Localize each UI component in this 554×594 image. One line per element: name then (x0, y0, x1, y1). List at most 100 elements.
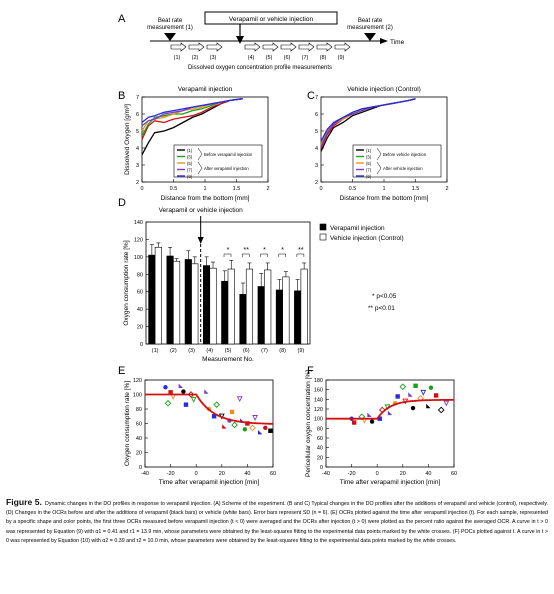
panel-e-data-point (263, 425, 268, 431)
panel-c-legend-entry: (7) (366, 167, 372, 172)
injection-box-label: Verapamil or vehicle injection (229, 16, 314, 23)
panel-d-bar (221, 280, 229, 345)
beat-rate-2-label: Beat rate (358, 18, 383, 24)
panel-e-data-point (268, 428, 273, 433)
timeline-arrowhead (380, 38, 388, 44)
panel-f-y-tick-label: 100 (314, 417, 323, 423)
panel-f-y-tick-label: 160 (314, 388, 323, 394)
panel-label-f: F (307, 365, 314, 377)
beat-rate-2-label-2: measurement (2) (347, 25, 393, 31)
panel-d-x-axis-label: Measurement No. (202, 356, 254, 363)
panel-e-y-tick-label: 0 (139, 465, 142, 471)
panel-b-legend-after-label: After verapamil injection (204, 166, 249, 171)
panel-d-x-tick-label: (2) (170, 348, 177, 354)
panel-e-data-point (190, 396, 197, 403)
panel-d-significance-bracket (260, 253, 268, 257)
panel-c-x-tick-label: 2 (445, 186, 448, 192)
panel-d-y-tick-label: 20 (137, 325, 143, 331)
panel-c-series-line (320, 98, 416, 144)
panel-f-data-point (443, 400, 450, 407)
panel-f-y-tick-label: 20 (317, 455, 323, 461)
panel-e-data-point (213, 401, 221, 408)
panel-f-y-tick-label: 180 (314, 378, 323, 384)
panel-b-legend-brace-before (197, 147, 203, 161)
panel-c-legend-entry: (3) (366, 154, 372, 159)
panel-b-series-line (141, 98, 243, 124)
panel-d-significance-bracket (241, 253, 250, 257)
panel-f-data-point (399, 383, 407, 391)
panel-d-bar (275, 289, 283, 345)
panel-b-legend-entry: (5) (187, 161, 193, 166)
panel-b-x-tick-label: 2 (266, 186, 269, 192)
panel-d-legend-white-swatch (319, 233, 327, 241)
panel-d-x-tick-label: (4) (206, 348, 213, 354)
step-label: (9) (338, 55, 345, 61)
panel-e-y-tick-label: 40 (136, 436, 142, 442)
panel-b-legend-entry: (3) (187, 154, 193, 159)
step-arrow (334, 42, 351, 52)
panel-d-bar (148, 254, 156, 345)
panel-f-data-point (437, 406, 445, 414)
panel-d-significance-key-1: * p<0.05 (372, 293, 397, 300)
panel-d-bar (202, 265, 211, 345)
panel-d-y-tick-label: 60 (137, 290, 143, 296)
panel-c-y-tick-label: 7 (315, 95, 318, 101)
panel-c-legend-after-label: After vehicle injection (383, 166, 423, 171)
panel-f-data-point (395, 394, 400, 399)
panel-d-bar (173, 260, 181, 345)
panel-d-significance-star: ** (243, 247, 249, 254)
panel-f-data-point (428, 385, 434, 390)
panel-d-x-tick-label: (1) (152, 348, 159, 354)
panel-f-data-point (420, 389, 427, 396)
step-arrow (298, 42, 315, 52)
panel-d-legend-black-swatch (319, 223, 327, 231)
panel-f-x-tick-label: 40 (425, 471, 431, 477)
panel-e-x-tick-label: 40 (244, 471, 250, 477)
panel-d-y-axis-label: Oxygen consumption rate [%] (123, 240, 130, 325)
panel-f-x-tick-label: 20 (400, 471, 406, 477)
panel-e-data-point (164, 399, 172, 407)
panel-d-bar (227, 268, 235, 345)
panel-c-legend-entry: (5) (366, 161, 372, 166)
panel-d-significance-star: * (281, 247, 284, 254)
panel-c-legend-brace-before (376, 147, 382, 161)
panel-d-x-tick-label: (6) (243, 348, 250, 354)
step-arrow (316, 42, 333, 52)
panel-e-data-point (231, 421, 238, 429)
panel-d-bar (257, 286, 265, 345)
panel-e-data-point (211, 414, 217, 419)
panel-d-y-tick-label: 140 (134, 220, 143, 226)
panel-d-bar (282, 276, 290, 345)
panel-d-x-tick-label: (3) (188, 348, 195, 354)
panel-e-data-point (222, 424, 227, 429)
panel-c-y-tick-label: 5 (315, 129, 318, 135)
panel-b-legend-entry: (9) (187, 174, 193, 179)
panel-d-bar (184, 259, 192, 345)
panel-d-significance-bracket (223, 253, 232, 257)
panel-c-legend-before-label: Before vehicle injection (383, 152, 427, 157)
panel-c-legend-entry: (9) (366, 174, 372, 179)
panel-f-y-tick-label: 0 (320, 465, 323, 471)
beat-rate-1-marker (164, 33, 176, 41)
panel-e-y-tick-label: 60 (136, 422, 142, 428)
step-arrow (262, 42, 279, 52)
panel-e-data-point (252, 415, 259, 421)
panel-f-data-point (410, 405, 416, 411)
panel-e-data-point (168, 390, 173, 395)
panel-d-injection-arrowhead (197, 237, 204, 244)
panel-f-x-tick-label: -40 (322, 471, 330, 477)
panel-d-x-tick-label: (7) (261, 348, 268, 354)
panel-d-y-tick-label: 120 (134, 237, 143, 243)
panel-d-legend-white-label: Vehicle injection (Control) (330, 235, 404, 242)
panel-b-y-tick-label: 4 (136, 146, 139, 152)
panel-f-data-point (408, 392, 413, 397)
panel-d-significance-star: * (263, 247, 266, 254)
beat-rate-1-label-2: measurement (1) (147, 25, 193, 31)
step-arrow (206, 42, 223, 52)
panel-d-x-tick-label: (5) (225, 348, 232, 354)
panel-c-x-axis-label: Distance from the bottom [mm] (340, 195, 429, 202)
step-label: (3) (210, 55, 217, 61)
panel-e-data-point (236, 396, 243, 403)
panel-e-fit-curve (145, 393, 273, 425)
